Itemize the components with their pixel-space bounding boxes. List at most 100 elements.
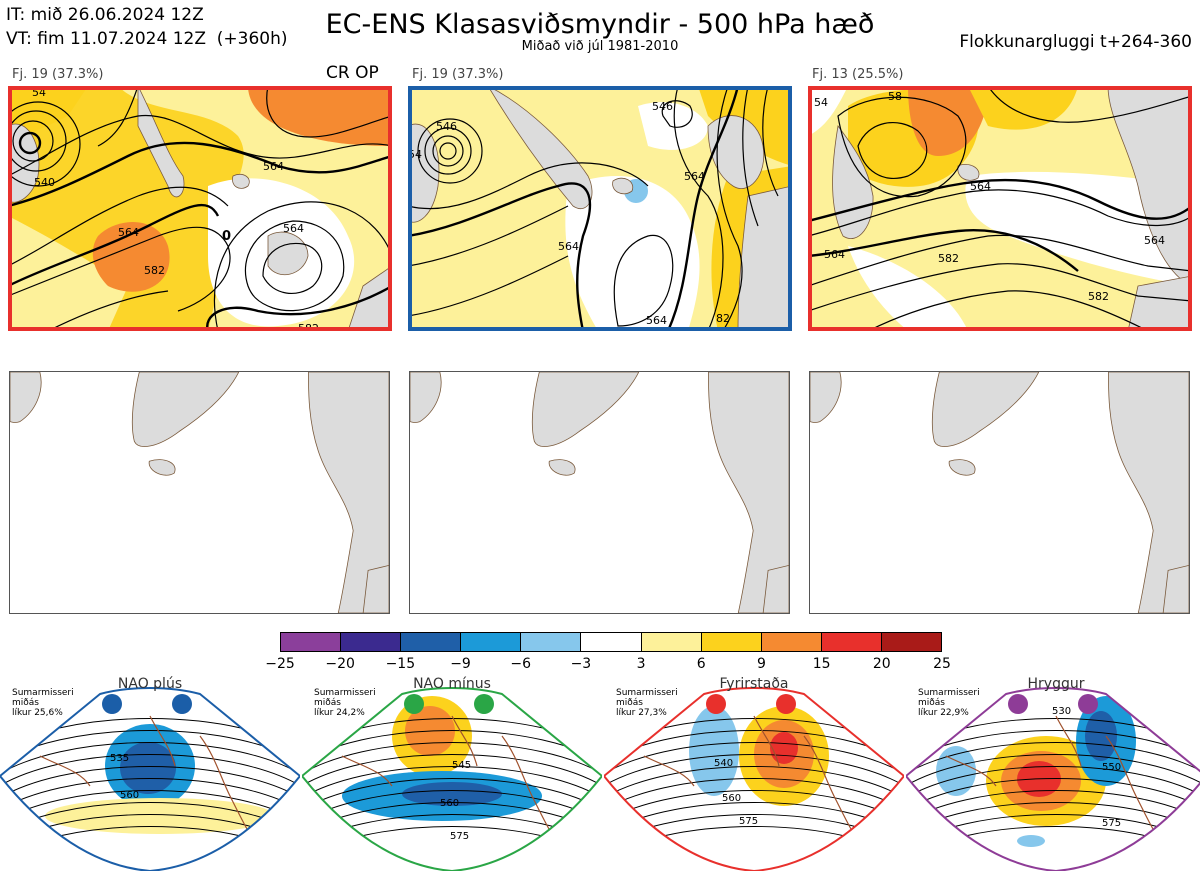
- empty-map-3[interactable]: [809, 371, 1190, 614]
- regime-contour-label: 545: [452, 760, 471, 771]
- colorbar-tick-label: 15: [812, 656, 831, 672]
- contour-label: 546: [436, 120, 457, 133]
- regime-outline: [604, 687, 904, 871]
- height-contour: [302, 754, 602, 793]
- regime-info: Sumarmisseri miðás líkur 27,3%: [616, 688, 678, 718]
- regime-outline: [0, 687, 300, 871]
- regime-outline: [906, 687, 1200, 871]
- anomaly-area: [45, 798, 275, 834]
- contour-label: 564: [558, 240, 579, 253]
- colorbar: [280, 632, 942, 652]
- empty-map-2[interactable]: [409, 371, 790, 614]
- regime-contour-label: 560: [120, 790, 139, 801]
- regime-marker-dot: [404, 694, 424, 714]
- issue-time-label: IT: mið 26.06.2024 12Z: [6, 5, 204, 25]
- contour-label: 54: [408, 148, 422, 161]
- colorbar-tick-label: 3: [636, 656, 646, 672]
- panel-2-label: Fj. 19 (37.3%): [412, 67, 504, 82]
- regime-info: Sumarmisseri miðás líkur 24,2%: [314, 688, 376, 718]
- cluster-map-2[interactable]: 546 546 564 564 564 82 54: [408, 86, 792, 331]
- colorbar-cell: [700, 633, 761, 651]
- contour-label: 564: [824, 248, 845, 261]
- anomaly-area: [1085, 711, 1117, 761]
- contour-label: 582: [1088, 290, 1109, 303]
- regime-name: Fyrirstaða: [719, 676, 789, 692]
- panel-3-label: Fj. 13 (25.5%): [812, 67, 904, 82]
- contour-label: 58: [888, 90, 902, 103]
- height-contour: [604, 742, 904, 781]
- anomaly-area: [936, 746, 976, 796]
- contour-label: 0: [222, 229, 231, 244]
- contour-label: 540: [34, 176, 55, 189]
- anomaly-area: [402, 782, 502, 806]
- climate-regime-4[interactable]: 530 550 575 Hryggur Sumarmisseri miðás líkur…: [906, 676, 1200, 871]
- regime-contour-label: 530: [1052, 706, 1071, 717]
- contour-label: 582: [298, 322, 319, 331]
- colorbar-tick-label: 6: [696, 656, 706, 672]
- regime-name: NAO mínus: [413, 676, 491, 692]
- climate-regime-2[interactable]: 545 560 575 NAO mínus Sumarmisseri miðás lík…: [302, 676, 602, 871]
- anomaly-area: [1017, 835, 1045, 847]
- contour-label: 54: [32, 86, 46, 99]
- colorbar-cell: [580, 633, 641, 651]
- height-contour: [302, 766, 602, 805]
- contour-label: 582: [938, 252, 959, 265]
- regime-marker-dot: [706, 694, 726, 714]
- contour-label: 546: [652, 100, 673, 113]
- colorbar-cell: [340, 633, 401, 651]
- colorbar-cell: [760, 633, 821, 651]
- colorbar-cell: [281, 633, 341, 651]
- contour-label: 564: [684, 170, 705, 183]
- regime-contour-label: 540: [714, 758, 733, 769]
- cluster-map-1[interactable]: 540 564 564 564 582 0 582 54: [8, 86, 392, 331]
- climate-regime-1[interactable]: 535 560 NAO plús Sumarmisseri miðás líkur 2…: [0, 676, 300, 871]
- contour-label: 82: [716, 312, 730, 325]
- cluster-map-3[interactable]: 54 564 564 582 582 564 58: [808, 86, 1192, 331]
- contour-label: 564: [118, 226, 139, 239]
- colorbar-tick-label: 20: [872, 656, 891, 672]
- regime-info: Sumarmisseri miðás líkur 25,6%: [12, 688, 74, 718]
- height-contour: [604, 766, 904, 805]
- regime-contour-label: 575: [1102, 818, 1121, 829]
- colorbar-tick-label: −6: [510, 656, 532, 672]
- regime-marker-dot: [474, 694, 494, 714]
- colorbar-cell: [880, 633, 942, 651]
- colorbar-tick-label: −25: [265, 656, 295, 672]
- height-contour: [604, 826, 904, 865]
- height-contour: [0, 766, 300, 805]
- regime-marker-dot: [776, 694, 796, 714]
- climate-regime-3[interactable]: 540 560 575 Fyrirstaða Sumarmisseri miðás lí…: [604, 676, 904, 871]
- regime-marker-dot: [102, 694, 122, 714]
- colorbar-tick-label: −3: [570, 656, 592, 672]
- height-contour: [302, 778, 602, 817]
- contour-label: 564: [646, 314, 667, 327]
- contour-label: 564: [283, 222, 304, 235]
- empty-map-1[interactable]: [9, 371, 390, 614]
- anomaly-area: [770, 732, 798, 764]
- regime-marker-dot: [172, 694, 192, 714]
- height-contour: [906, 766, 1200, 805]
- regime-name: NAO plús: [117, 676, 183, 692]
- colorbar-tick-label: 25: [933, 656, 951, 672]
- contour-label: 54: [814, 96, 828, 109]
- colorbar-cell: [640, 633, 701, 651]
- colorbar-tick-label: −20: [325, 656, 355, 672]
- panel-1-tag: CR OP: [326, 63, 379, 83]
- page-subtitle: Miðað við júl 1981-2010: [521, 39, 679, 54]
- panel-1-label: Fj. 19 (37.3%): [12, 67, 104, 82]
- colorbar-tick-label: −15: [385, 656, 416, 672]
- anomaly-area: [689, 706, 739, 796]
- colorbar-tick-label: 9: [756, 656, 766, 672]
- contour-label: 564: [1144, 234, 1165, 247]
- colorbar-tick-label: −9: [450, 656, 471, 672]
- regime-marker-dot: [1078, 694, 1098, 714]
- height-contour: [302, 742, 602, 781]
- clustering-window-label: Flokkunargluggi t+264-360: [959, 32, 1192, 52]
- contour-label: 564: [263, 160, 284, 173]
- height-contour: [906, 742, 1200, 781]
- height-contour: [604, 778, 904, 817]
- colorbar-cell: [400, 633, 461, 651]
- regime-marker-dot: [1008, 694, 1028, 714]
- regime-name: Hryggur: [1027, 676, 1085, 692]
- contour-label: 582: [144, 264, 165, 277]
